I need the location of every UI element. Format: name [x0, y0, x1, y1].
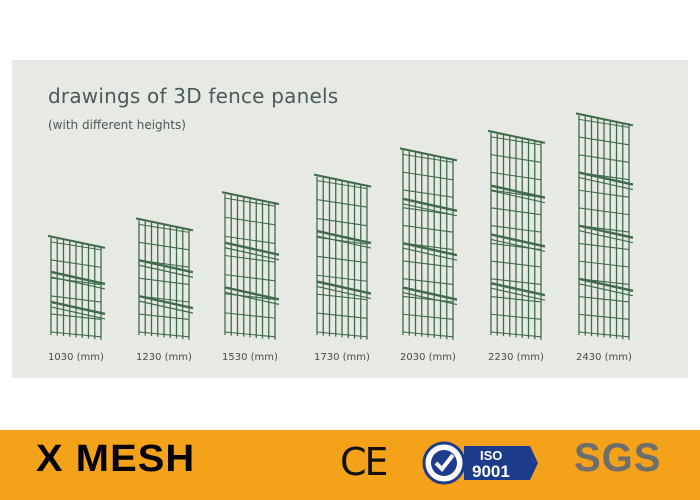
height-label-2430: 2430 (mm): [576, 352, 632, 363]
sgs-logo: SGS: [574, 436, 662, 480]
fence-panel-2030: [399, 147, 458, 340]
fence-drawing-card: drawings of 3D fence panels (with differ…: [12, 60, 688, 378]
fence-panel-2230: [487, 129, 546, 340]
checkmark-icon: [434, 453, 455, 473]
footer-bar: [0, 430, 700, 500]
drawing-title: drawings of 3D fence panels: [48, 84, 339, 108]
fence-panels-illustration: [47, 112, 634, 340]
fence-panel-1530: [221, 191, 280, 340]
iso-number: 9001: [472, 462, 510, 481]
fence-panel-2430: [575, 112, 634, 340]
brand-logo: X MESH: [36, 438, 196, 480]
height-label-2230: 2230 (mm): [488, 352, 544, 363]
height-label-2030: 2030 (mm): [400, 352, 456, 363]
fence-panel-1230: [135, 217, 194, 340]
iso-label: ISO: [480, 448, 502, 463]
ce-mark-logo: CE: [340, 440, 389, 484]
drawing-subtitle: (with different heights): [48, 118, 186, 132]
iso-9001-badge: ISO 9001: [422, 441, 538, 485]
height-label-1030: 1030 (mm): [48, 352, 104, 363]
height-label-1530: 1530 (mm): [222, 352, 278, 363]
fence-panel-1030: [47, 234, 106, 340]
fence-panel-1730: [313, 173, 372, 340]
height-label-1730: 1730 (mm): [314, 352, 370, 363]
height-label-1230: 1230 (mm): [136, 352, 192, 363]
